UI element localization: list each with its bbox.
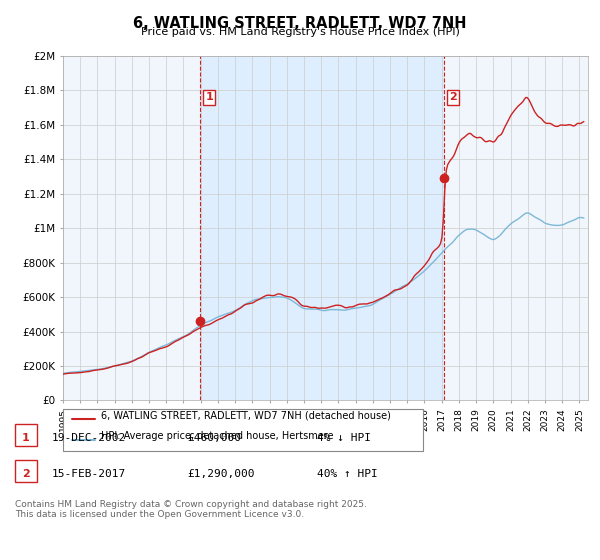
Bar [15, 460, 37, 482]
Text: 4% ↓ HPI: 4% ↓ HPI [317, 433, 371, 443]
FancyBboxPatch shape [63, 409, 423, 451]
Text: Contains HM Land Registry data © Crown copyright and database right 2025.
This d: Contains HM Land Registry data © Crown c… [15, 500, 367, 520]
Text: 6, WATLING STREET, RADLETT, WD7 7NH (detached house): 6, WATLING STREET, RADLETT, WD7 7NH (det… [101, 410, 391, 420]
Text: £1,290,000: £1,290,000 [187, 469, 254, 479]
Text: HPI: Average price, detached house, Hertsmere: HPI: Average price, detached house, Hert… [101, 431, 334, 441]
Bar [200, 56, 444, 400]
Bar [15, 424, 37, 446]
Text: 6, WATLING STREET, RADLETT, WD7 7NH: 6, WATLING STREET, RADLETT, WD7 7NH [133, 16, 467, 31]
Text: 15-FEB-2017: 15-FEB-2017 [52, 469, 126, 479]
Text: 40% ↑ HPI: 40% ↑ HPI [317, 469, 378, 479]
Text: Price paid vs. HM Land Registry's House Price Index (HPI): Price paid vs. HM Land Registry's House … [140, 27, 460, 37]
Text: 2: 2 [22, 469, 30, 479]
Text: £460,000: £460,000 [187, 433, 241, 443]
Text: 1: 1 [22, 433, 30, 443]
Text: 1: 1 [205, 92, 213, 102]
Text: 19-DEC-2002: 19-DEC-2002 [52, 433, 126, 443]
Text: 2: 2 [449, 92, 457, 102]
